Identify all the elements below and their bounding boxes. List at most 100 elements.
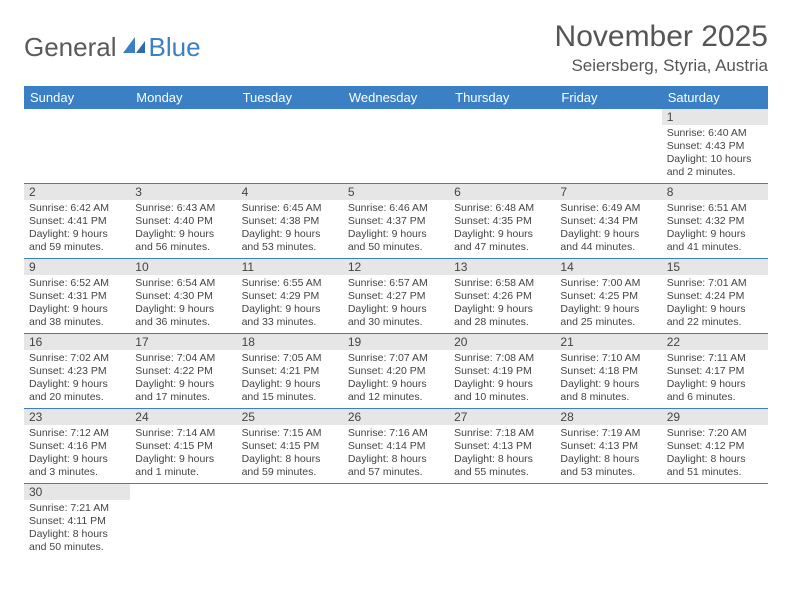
day-details: Sunrise: 6:40 AMSunset: 4:43 PMDaylight:… (662, 125, 768, 183)
day-details: Sunrise: 6:54 AMSunset: 4:30 PMDaylight:… (130, 275, 236, 333)
day-cell: 1Sunrise: 6:40 AMSunset: 4:43 PMDaylight… (662, 109, 768, 184)
calendar-row: 2Sunrise: 6:42 AMSunset: 4:41 PMDaylight… (24, 184, 768, 259)
calendar-row: 9Sunrise: 6:52 AMSunset: 4:31 PMDaylight… (24, 259, 768, 334)
empty-cell (237, 109, 343, 184)
day-cell: 29Sunrise: 7:20 AMSunset: 4:12 PMDayligh… (662, 409, 768, 484)
day-number: 12 (343, 259, 449, 275)
day-number: 8 (662, 184, 768, 200)
day-cell: 3Sunrise: 6:43 AMSunset: 4:40 PMDaylight… (130, 184, 236, 259)
day-cell: 14Sunrise: 7:00 AMSunset: 4:25 PMDayligh… (555, 259, 661, 334)
calendar-row: 16Sunrise: 7:02 AMSunset: 4:23 PMDayligh… (24, 334, 768, 409)
weekday-header-row: SundayMondayTuesdayWednesdayThursdayFrid… (24, 86, 768, 109)
empty-cell (343, 484, 449, 559)
weekday-header: Sunday (24, 86, 130, 109)
logo: General Blue (24, 32, 201, 63)
page-title: November 2025 (555, 20, 768, 54)
empty-cell (449, 109, 555, 184)
day-number: 6 (449, 184, 555, 200)
day-cell: 25Sunrise: 7:15 AMSunset: 4:15 PMDayligh… (237, 409, 343, 484)
day-number: 16 (24, 334, 130, 350)
empty-cell (24, 109, 130, 184)
day-number: 3 (130, 184, 236, 200)
day-details: Sunrise: 7:18 AMSunset: 4:13 PMDaylight:… (449, 425, 555, 483)
day-details: Sunrise: 6:48 AMSunset: 4:35 PMDaylight:… (449, 200, 555, 258)
day-details: Sunrise: 6:45 AMSunset: 4:38 PMDaylight:… (237, 200, 343, 258)
day-details: Sunrise: 6:46 AMSunset: 4:37 PMDaylight:… (343, 200, 449, 258)
weekday-header: Friday (555, 86, 661, 109)
day-cell: 16Sunrise: 7:02 AMSunset: 4:23 PMDayligh… (24, 334, 130, 409)
logo-text-blue: Blue (149, 32, 201, 63)
day-number: 4 (237, 184, 343, 200)
calendar-row: 23Sunrise: 7:12 AMSunset: 4:16 PMDayligh… (24, 409, 768, 484)
day-details: Sunrise: 7:20 AMSunset: 4:12 PMDaylight:… (662, 425, 768, 483)
calendar-table: SundayMondayTuesdayWednesdayThursdayFrid… (24, 86, 768, 558)
day-cell: 10Sunrise: 6:54 AMSunset: 4:30 PMDayligh… (130, 259, 236, 334)
empty-cell (343, 109, 449, 184)
day-cell: 30Sunrise: 7:21 AMSunset: 4:11 PMDayligh… (24, 484, 130, 559)
day-details: Sunrise: 6:42 AMSunset: 4:41 PMDaylight:… (24, 200, 130, 258)
day-details: Sunrise: 7:10 AMSunset: 4:18 PMDaylight:… (555, 350, 661, 408)
title-block: November 2025 Seiersberg, Styria, Austri… (555, 20, 768, 76)
day-number: 10 (130, 259, 236, 275)
day-number: 27 (449, 409, 555, 425)
logo-text-general: General (24, 32, 117, 63)
day-cell: 23Sunrise: 7:12 AMSunset: 4:16 PMDayligh… (24, 409, 130, 484)
day-number: 9 (24, 259, 130, 275)
day-number: 2 (24, 184, 130, 200)
day-cell: 7Sunrise: 6:49 AMSunset: 4:34 PMDaylight… (555, 184, 661, 259)
day-details: Sunrise: 6:51 AMSunset: 4:32 PMDaylight:… (662, 200, 768, 258)
day-cell: 5Sunrise: 6:46 AMSunset: 4:37 PMDaylight… (343, 184, 449, 259)
day-details: Sunrise: 6:57 AMSunset: 4:27 PMDaylight:… (343, 275, 449, 333)
day-number: 28 (555, 409, 661, 425)
weekday-header: Thursday (449, 86, 555, 109)
day-number: 26 (343, 409, 449, 425)
calendar-body: 1Sunrise: 6:40 AMSunset: 4:43 PMDaylight… (24, 109, 768, 558)
weekday-header: Monday (130, 86, 236, 109)
day-details: Sunrise: 7:08 AMSunset: 4:19 PMDaylight:… (449, 350, 555, 408)
day-details: Sunrise: 7:12 AMSunset: 4:16 PMDaylight:… (24, 425, 130, 483)
day-details: Sunrise: 7:11 AMSunset: 4:17 PMDaylight:… (662, 350, 768, 408)
day-cell: 19Sunrise: 7:07 AMSunset: 4:20 PMDayligh… (343, 334, 449, 409)
day-cell: 9Sunrise: 6:52 AMSunset: 4:31 PMDaylight… (24, 259, 130, 334)
day-number: 22 (662, 334, 768, 350)
empty-cell (130, 484, 236, 559)
day-cell: 17Sunrise: 7:04 AMSunset: 4:22 PMDayligh… (130, 334, 236, 409)
day-details: Sunrise: 6:43 AMSunset: 4:40 PMDaylight:… (130, 200, 236, 258)
day-number: 7 (555, 184, 661, 200)
day-details: Sunrise: 7:19 AMSunset: 4:13 PMDaylight:… (555, 425, 661, 483)
calendar-row: 1Sunrise: 6:40 AMSunset: 4:43 PMDaylight… (24, 109, 768, 184)
day-cell: 18Sunrise: 7:05 AMSunset: 4:21 PMDayligh… (237, 334, 343, 409)
day-number: 17 (130, 334, 236, 350)
day-details: Sunrise: 6:58 AMSunset: 4:26 PMDaylight:… (449, 275, 555, 333)
empty-cell (237, 484, 343, 559)
day-number: 20 (449, 334, 555, 350)
day-number: 29 (662, 409, 768, 425)
day-details: Sunrise: 7:05 AMSunset: 4:21 PMDaylight:… (237, 350, 343, 408)
day-cell: 24Sunrise: 7:14 AMSunset: 4:15 PMDayligh… (130, 409, 236, 484)
day-details: Sunrise: 6:55 AMSunset: 4:29 PMDaylight:… (237, 275, 343, 333)
day-details: Sunrise: 7:16 AMSunset: 4:14 PMDaylight:… (343, 425, 449, 483)
day-cell: 13Sunrise: 6:58 AMSunset: 4:26 PMDayligh… (449, 259, 555, 334)
day-number: 30 (24, 484, 130, 500)
day-details: Sunrise: 7:04 AMSunset: 4:22 PMDaylight:… (130, 350, 236, 408)
day-number: 13 (449, 259, 555, 275)
day-details: Sunrise: 7:14 AMSunset: 4:15 PMDaylight:… (130, 425, 236, 483)
day-number: 24 (130, 409, 236, 425)
day-cell: 2Sunrise: 6:42 AMSunset: 4:41 PMDaylight… (24, 184, 130, 259)
day-cell: 20Sunrise: 7:08 AMSunset: 4:19 PMDayligh… (449, 334, 555, 409)
calendar-row: 30Sunrise: 7:21 AMSunset: 4:11 PMDayligh… (24, 484, 768, 559)
empty-cell (555, 109, 661, 184)
day-details: Sunrise: 7:02 AMSunset: 4:23 PMDaylight:… (24, 350, 130, 408)
day-details: Sunrise: 7:00 AMSunset: 4:25 PMDaylight:… (555, 275, 661, 333)
empty-cell (662, 484, 768, 559)
day-details: Sunrise: 7:21 AMSunset: 4:11 PMDaylight:… (24, 500, 130, 558)
day-cell: 21Sunrise: 7:10 AMSunset: 4:18 PMDayligh… (555, 334, 661, 409)
day-details: Sunrise: 6:49 AMSunset: 4:34 PMDaylight:… (555, 200, 661, 258)
day-number: 23 (24, 409, 130, 425)
day-cell: 15Sunrise: 7:01 AMSunset: 4:24 PMDayligh… (662, 259, 768, 334)
weekday-header: Tuesday (237, 86, 343, 109)
day-number: 5 (343, 184, 449, 200)
day-number: 14 (555, 259, 661, 275)
location-text: Seiersberg, Styria, Austria (555, 56, 768, 76)
day-details: Sunrise: 7:15 AMSunset: 4:15 PMDaylight:… (237, 425, 343, 483)
